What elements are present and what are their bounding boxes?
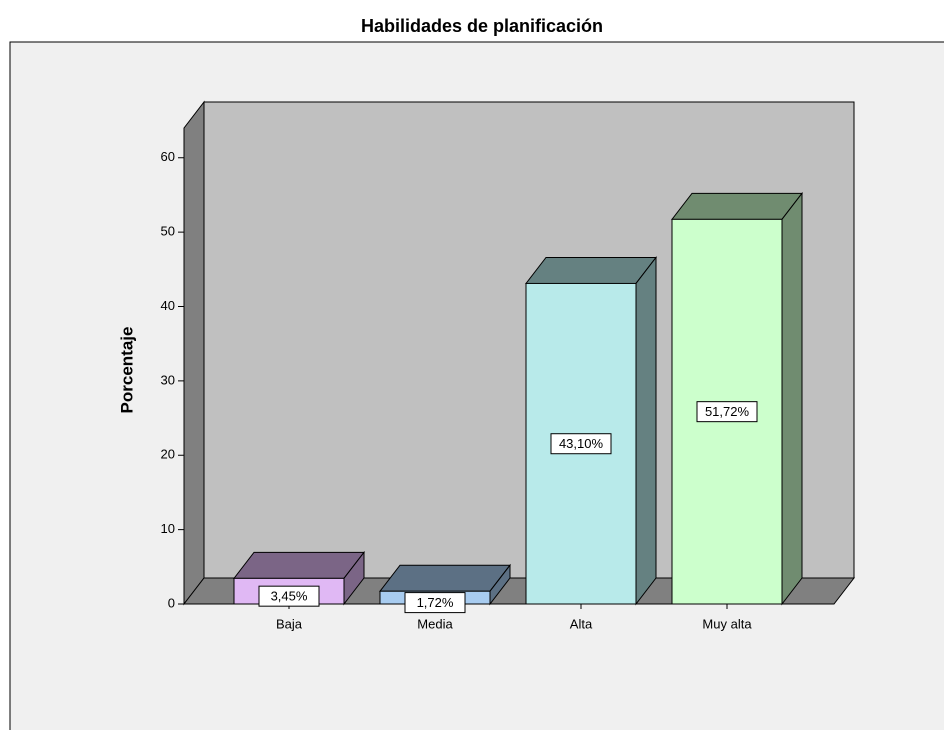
value-label: 1,72% <box>417 595 454 610</box>
bar-top <box>232 551 366 579</box>
left-wall <box>183 100 205 606</box>
bar-side <box>635 255 657 606</box>
value-label-box <box>550 433 612 455</box>
y-tick-label: 30 <box>161 372 175 387</box>
chart-title: Habilidades de planificación <box>361 16 603 36</box>
x-tick-label: Muy alta <box>702 616 752 631</box>
bar-top <box>670 192 804 220</box>
y-tick-label: 40 <box>161 298 175 313</box>
x-tick-label: Media <box>417 616 453 631</box>
y-axis-label: Porcentaje <box>117 327 136 414</box>
y-tick-label: 50 <box>161 224 175 239</box>
value-label: 51,72% <box>705 404 750 419</box>
bar-top <box>378 564 512 592</box>
value-label: 43,10% <box>559 436 604 451</box>
x-tick-label: Baja <box>276 616 303 631</box>
y-tick-label: 60 <box>161 149 175 164</box>
y-tick-label: 10 <box>161 521 175 536</box>
y-tick-label: 20 <box>161 447 175 462</box>
y-tick-label: 0 <box>168 595 175 610</box>
bar-top <box>524 256 658 284</box>
value-label-box <box>404 592 466 614</box>
value-label: 3,45% <box>271 589 308 604</box>
bar-side <box>781 191 803 606</box>
value-label-box <box>258 585 320 607</box>
x-tick-label: Alta <box>570 616 593 631</box>
value-label-box <box>696 401 758 423</box>
